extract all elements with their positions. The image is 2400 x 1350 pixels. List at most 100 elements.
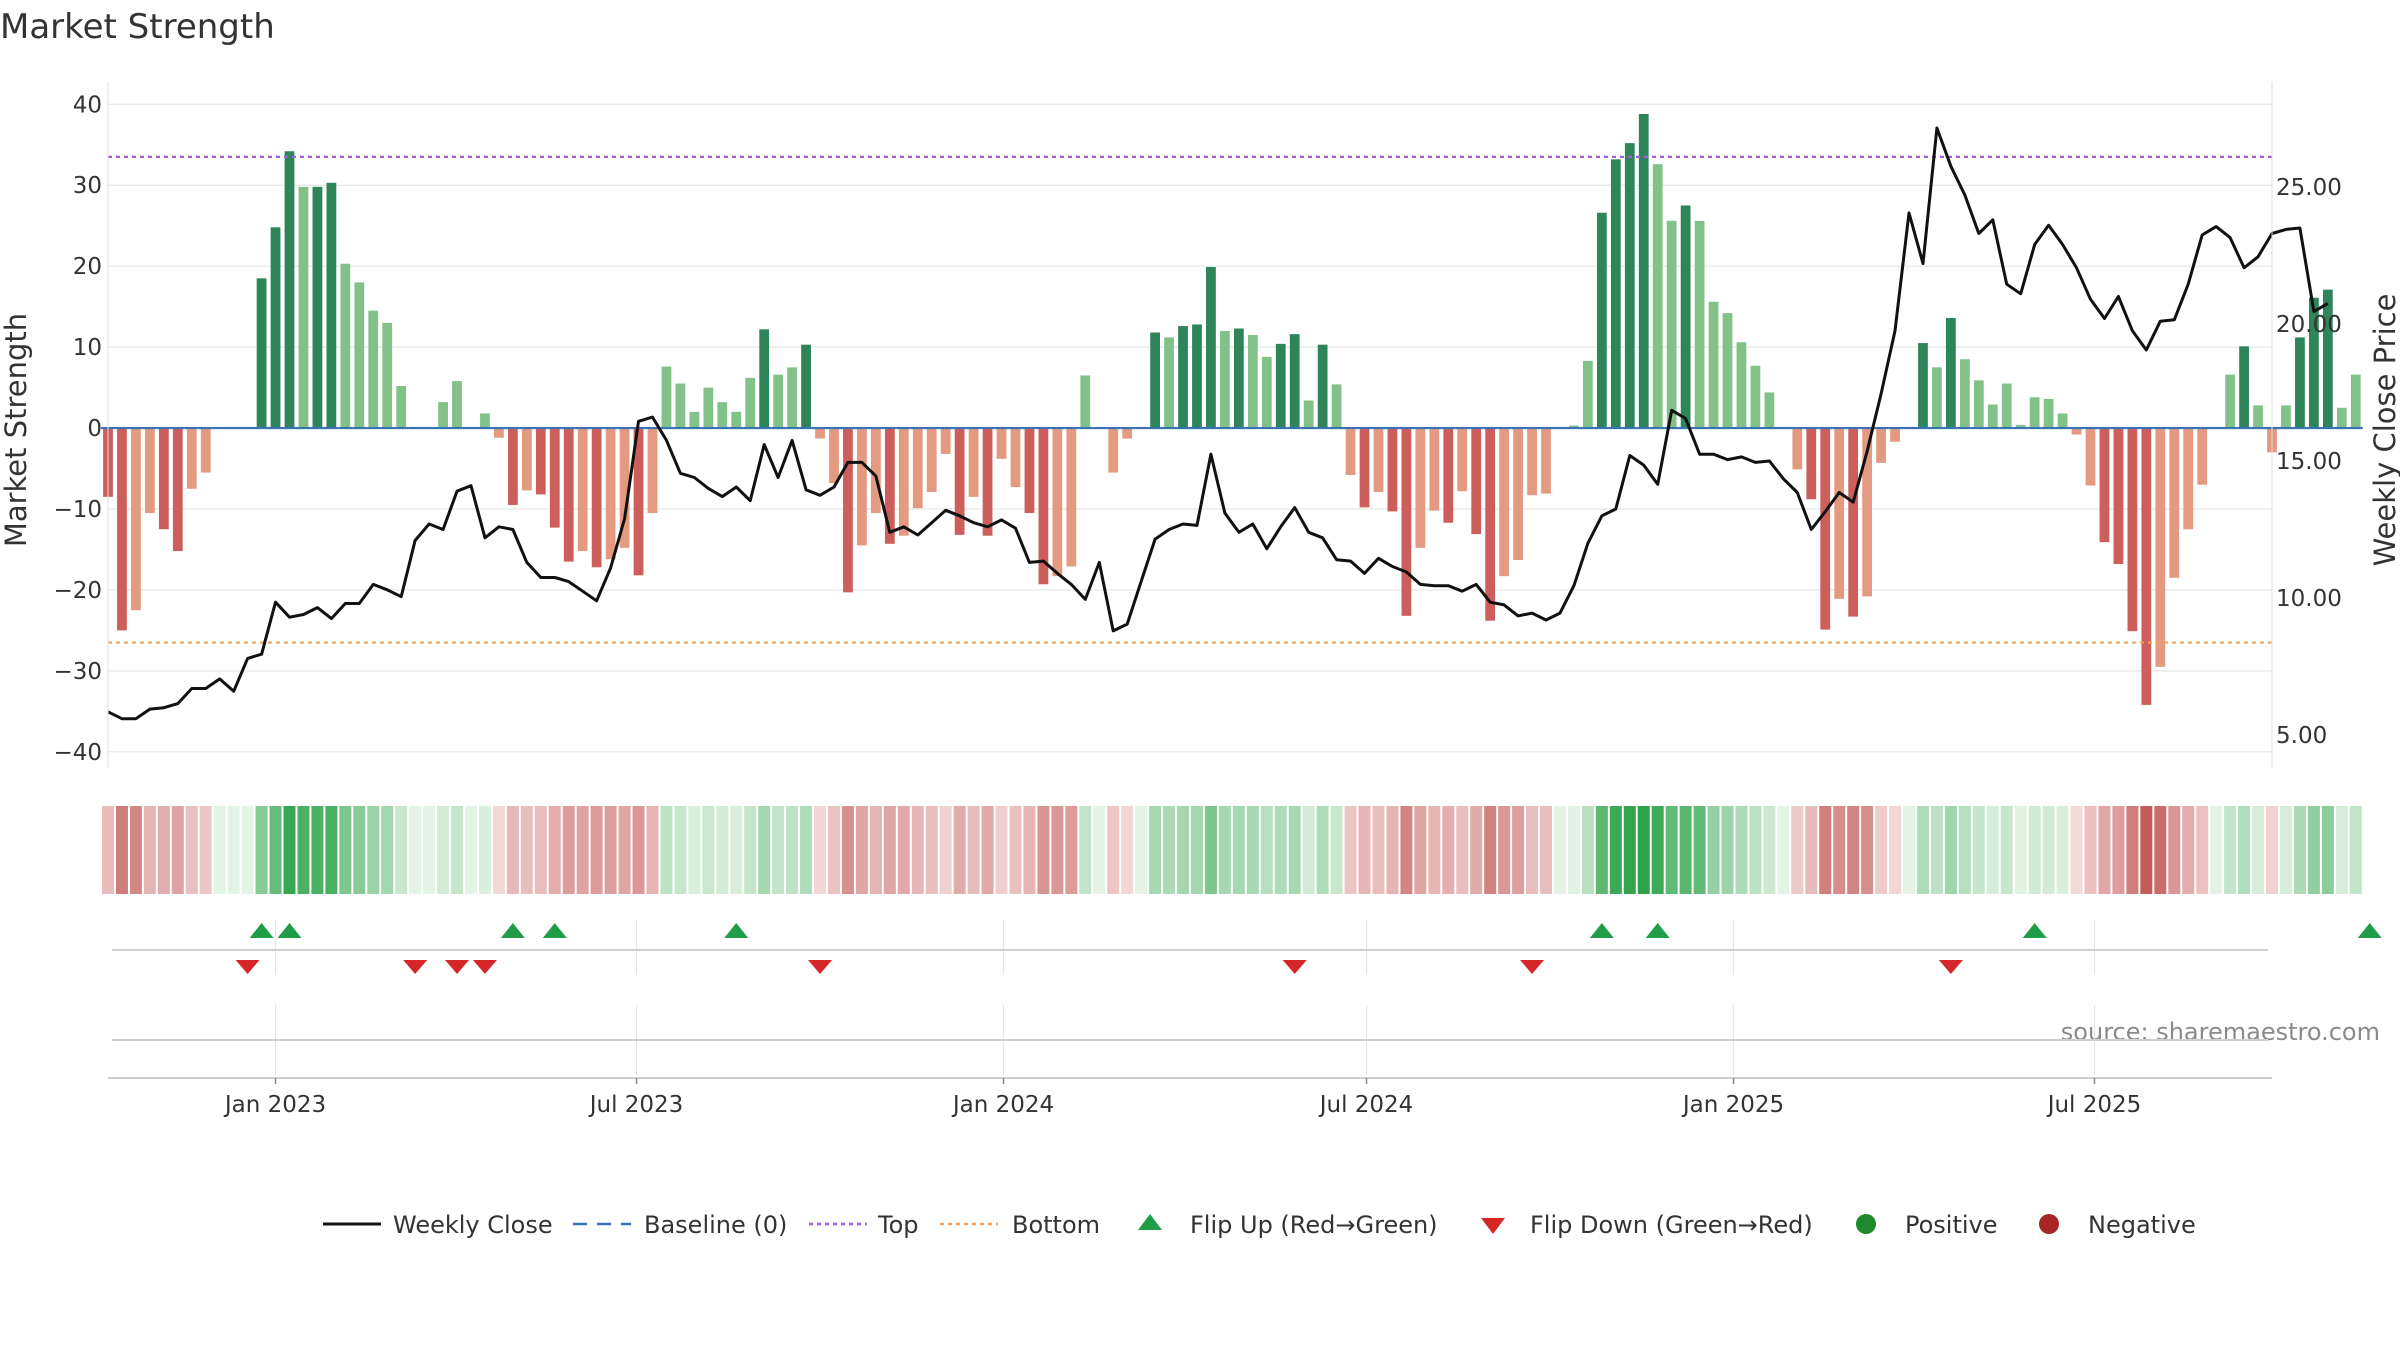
- strength-bar: [2085, 428, 2096, 486]
- strength-bar: [1666, 220, 1677, 429]
- strength-bar: [1052, 428, 1063, 577]
- heat-cell: [1889, 806, 1902, 894]
- strength-bar: [1261, 356, 1272, 429]
- y-tick-label: 30: [73, 173, 102, 199]
- strength-bar: [298, 186, 309, 429]
- heat-cell: [841, 806, 854, 894]
- strength-bar: [521, 428, 532, 491]
- strength-bar: [1527, 428, 1537, 496]
- strength-bar: [2225, 374, 2236, 429]
- strength-bar: [759, 329, 770, 429]
- heat-cell: [1190, 806, 1203, 894]
- strength-bar: [1164, 337, 1174, 429]
- y-tick-label: −40: [53, 740, 102, 766]
- heat-cell: [464, 806, 477, 894]
- heat-cell: [1456, 806, 1469, 894]
- strength-bar: [2183, 428, 2194, 530]
- heat-cell: [1805, 806, 1818, 894]
- strength-bar: [326, 182, 337, 429]
- strength-bar: [1750, 365, 1761, 429]
- heat-cell: [2168, 806, 2181, 894]
- legend-label: Top: [877, 1211, 919, 1239]
- strength-bar: [396, 385, 407, 429]
- x-tick-label: Jul 2024: [1318, 1092, 1414, 1118]
- y-tick-label: −30: [53, 659, 102, 685]
- strength-bar: [1876, 428, 1886, 463]
- strength-bar: [675, 383, 686, 429]
- heat-cell: [562, 806, 575, 894]
- strength-bar: [1429, 428, 1440, 511]
- heat-cell: [2140, 806, 2153, 894]
- heat-cell: [2112, 806, 2125, 894]
- strength-bar: [1080, 375, 1091, 429]
- strength-bar: [480, 413, 490, 429]
- strength-bar: [563, 428, 574, 562]
- heat-cell: [492, 806, 505, 894]
- heat-cell: [1177, 806, 1190, 894]
- legend-label: Baseline (0): [644, 1211, 787, 1239]
- heat-cell: [1121, 806, 1134, 894]
- heat-cell: [911, 806, 924, 894]
- strength-bar: [1918, 343, 1928, 429]
- y2-tick-label: 5.00: [2276, 723, 2327, 749]
- y2-tick-label: 15.00: [2276, 449, 2342, 475]
- x-tick-label: Jan 2024: [951, 1092, 1054, 1118]
- heat-cell: [185, 806, 198, 894]
- heat-cell: [814, 806, 827, 894]
- strength-bar: [773, 374, 784, 429]
- strength-bar: [284, 151, 295, 429]
- heat-cell: [1595, 806, 1608, 894]
- y-tick-label: 20: [73, 254, 102, 280]
- legend-swatch-flip-down: [1481, 1218, 1505, 1234]
- strength-bar: [1331, 384, 1342, 429]
- heat-cell: [800, 806, 813, 894]
- heat-cell: [2056, 806, 2069, 894]
- strength-bar: [731, 411, 742, 429]
- heat-cell: [883, 806, 896, 894]
- y-axis-label: Market Strength: [0, 313, 33, 547]
- strength-bar: [1317, 344, 1328, 429]
- heat-cell: [423, 806, 436, 894]
- flip-up-marker: [1645, 923, 1670, 938]
- strength-bar: [1066, 428, 1077, 567]
- heat-cell: [1972, 806, 1985, 894]
- strength-bar: [2099, 428, 2110, 543]
- heat-cell: [1163, 806, 1176, 894]
- heat-cell: [869, 806, 882, 894]
- heat-cell: [520, 806, 533, 894]
- heat-cell: [478, 806, 491, 894]
- heat-cell: [1721, 806, 1734, 894]
- strength-bar: [549, 428, 560, 528]
- strength-bar: [968, 428, 979, 497]
- heat-cell: [1903, 806, 1916, 894]
- flip-up-marker: [277, 923, 302, 938]
- strength-bar: [535, 428, 546, 495]
- strength-bar: [1848, 428, 1859, 617]
- strength-bar: [1736, 342, 1747, 429]
- strength-bar: [1457, 428, 1468, 492]
- y-tick-label: 40: [73, 92, 102, 118]
- strength-bar: [158, 428, 169, 530]
- heat-cell: [1679, 806, 1692, 894]
- strength-bar: [1890, 428, 1900, 442]
- heat-cell: [395, 806, 408, 894]
- heat-cell: [855, 806, 868, 894]
- heat-cell: [897, 806, 910, 894]
- heat-cell: [772, 806, 785, 894]
- heat-cell: [590, 806, 603, 894]
- strength-bar: [186, 428, 197, 489]
- heat-cell: [1526, 806, 1539, 894]
- heat-cell: [2224, 806, 2237, 894]
- heat-cell: [548, 806, 561, 894]
- heat-cell: [758, 806, 771, 894]
- heat-cell: [786, 806, 799, 894]
- strength-bar: [1638, 113, 1649, 429]
- heat-cell: [1498, 806, 1511, 894]
- heat-cell: [437, 806, 450, 894]
- strength-bar: [2197, 428, 2208, 485]
- heat-cell: [171, 806, 184, 894]
- chart-title: Market Strength: [0, 7, 275, 47]
- strength-bar: [1806, 428, 1817, 500]
- heat-cell: [1386, 806, 1399, 894]
- heat-cell: [143, 806, 156, 894]
